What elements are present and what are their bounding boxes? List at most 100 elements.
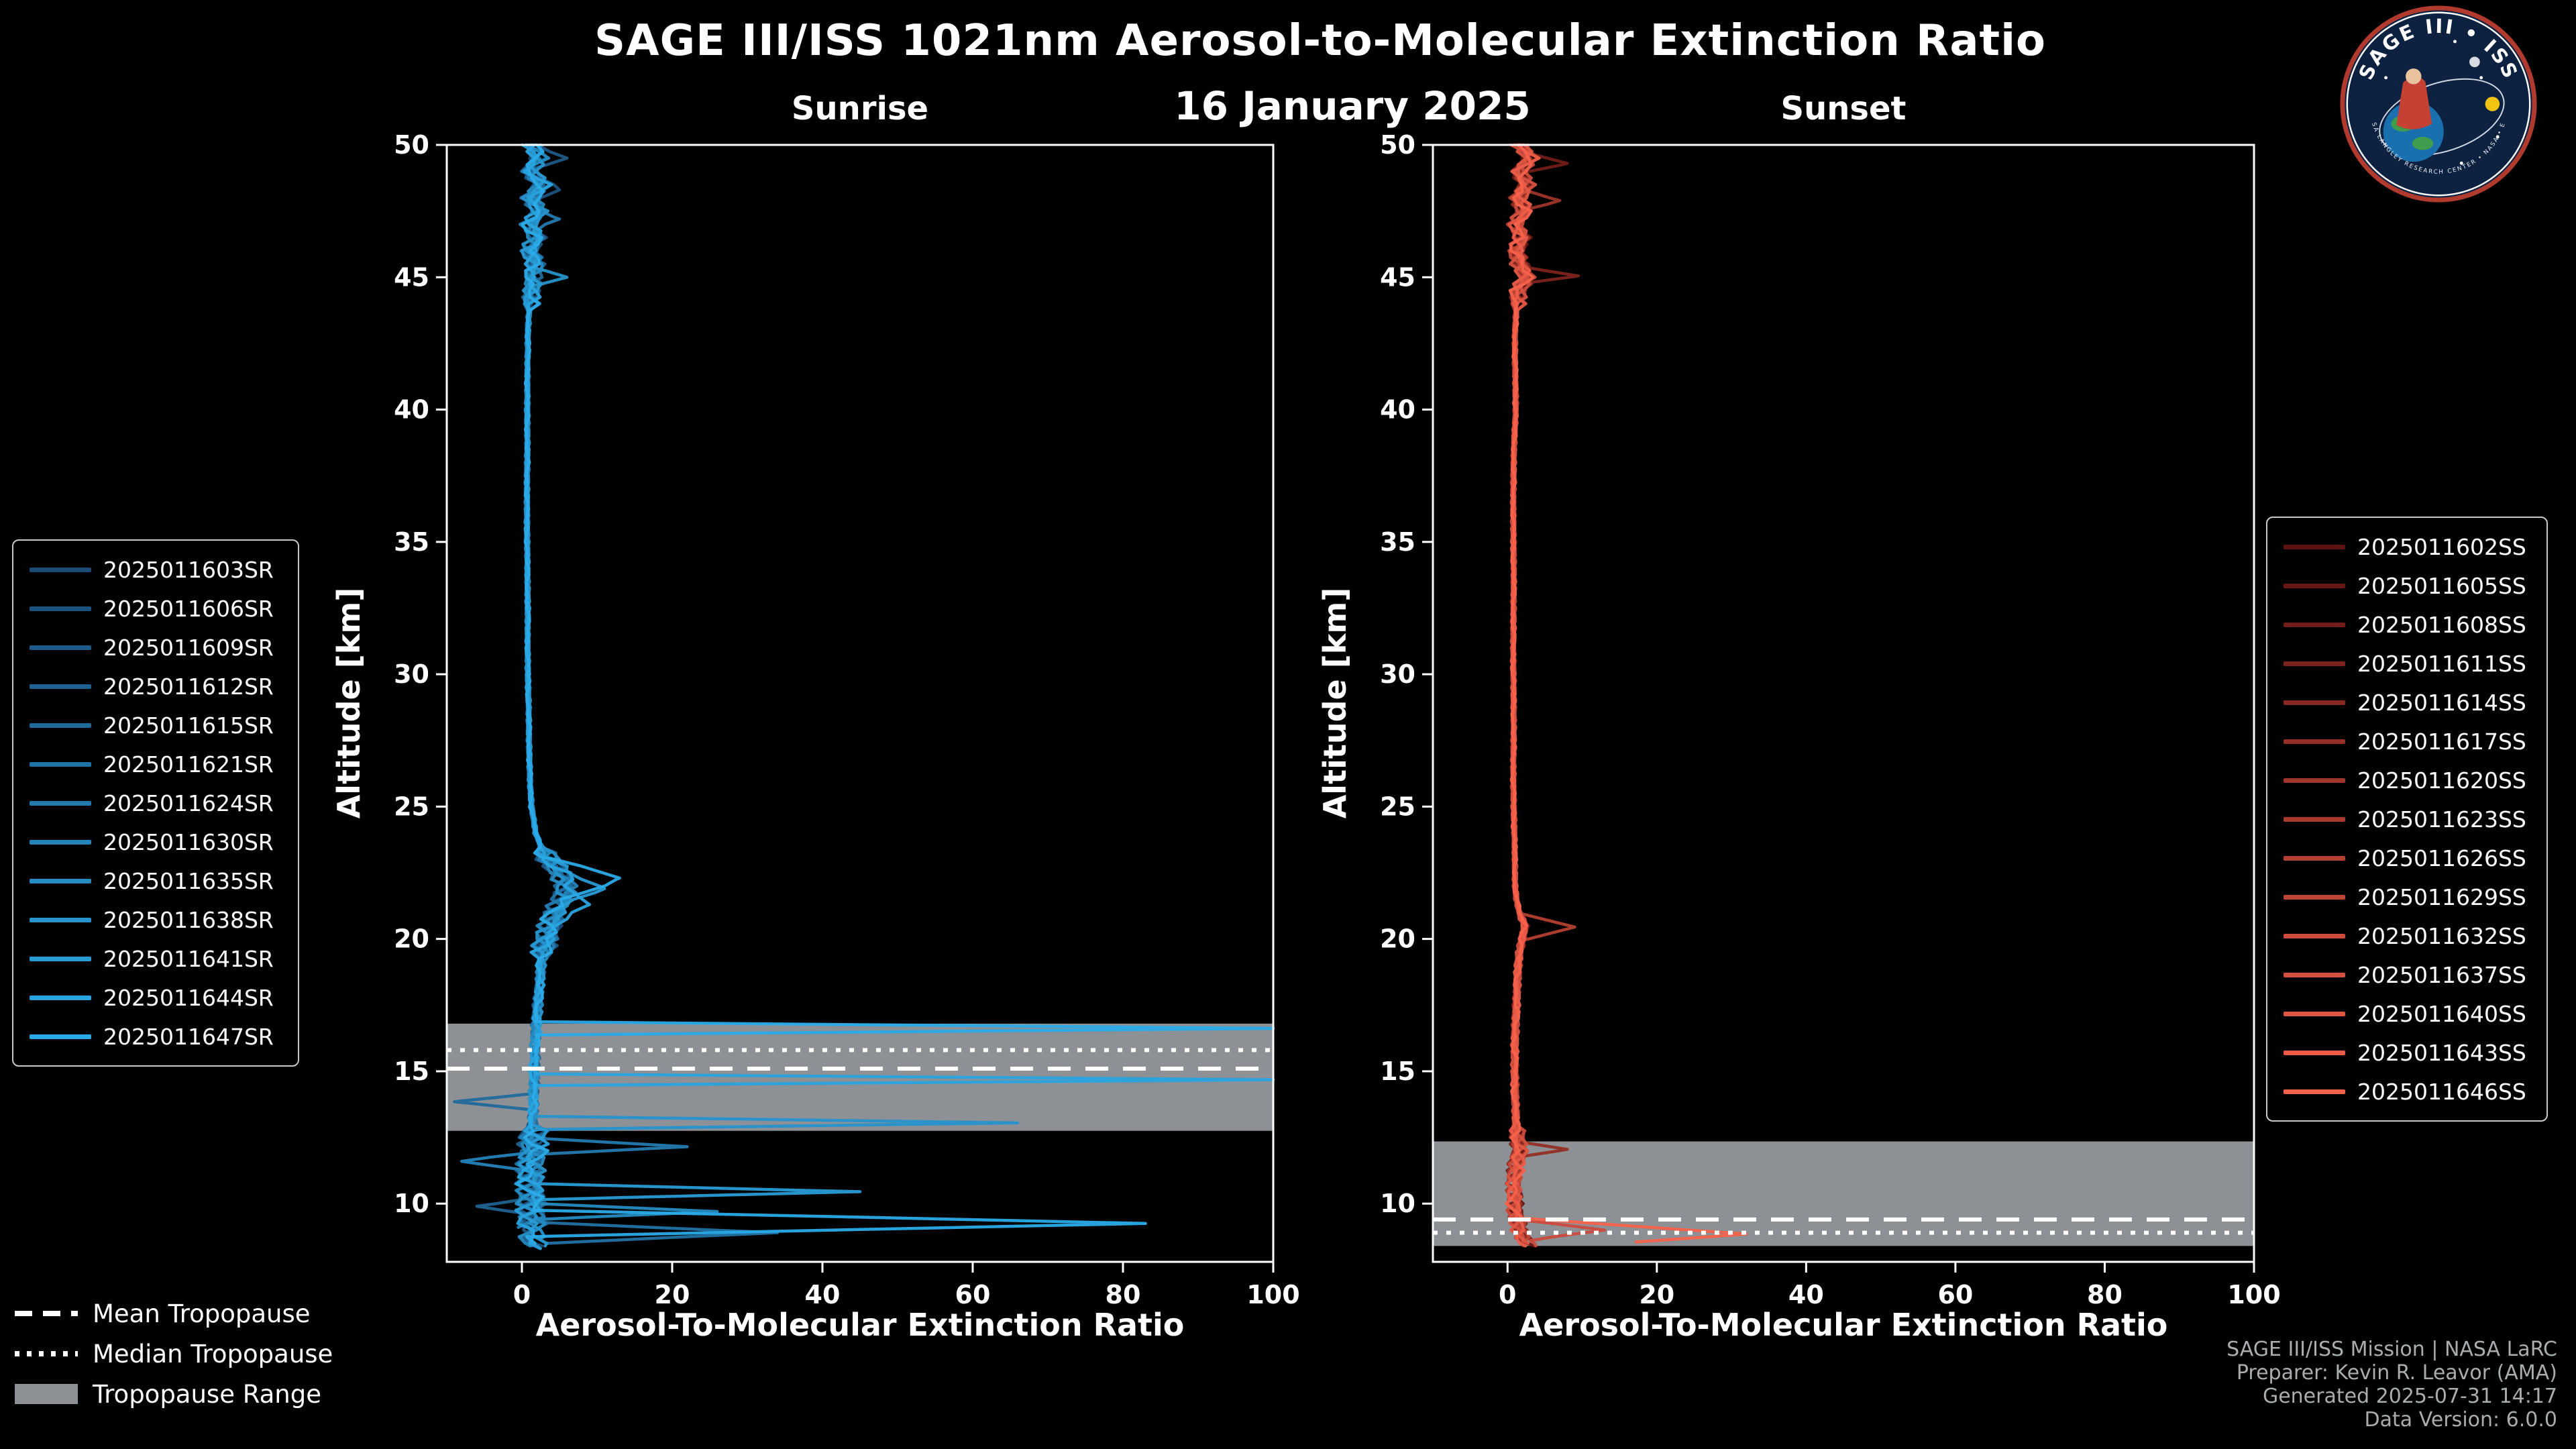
y-tick-label: 15 xyxy=(394,1057,429,1086)
profile-line xyxy=(1505,143,1748,1244)
sunrise-x-axis-label: Aerosol-To-Molecular Extinction Ratio xyxy=(535,1307,1185,1343)
y-tick-label: 30 xyxy=(1380,659,1415,689)
legend-item: 2025011605SS xyxy=(2274,566,2540,605)
legend-line-swatch xyxy=(30,722,91,728)
legend-line-swatch xyxy=(2284,622,2345,627)
legend-line-swatch xyxy=(2284,816,2345,822)
legend-line-swatch xyxy=(2284,739,2345,744)
legend-item-label: 2025011630SR xyxy=(103,828,274,855)
legend-item-label: 2025011637SS xyxy=(2357,961,2526,988)
x-tick-label: 80 xyxy=(1106,1280,1141,1309)
x-tick-label: 60 xyxy=(955,1280,991,1309)
mean-tropopause-label: Mean Tropopause xyxy=(93,1299,311,1328)
plot-frame xyxy=(445,144,1275,1263)
legend-line-swatch xyxy=(30,839,91,845)
sunrise-event-legend: 2025011603SR 2025011606SR 2025011609SR 2025… xyxy=(12,539,299,1067)
y-tick-label: 25 xyxy=(1380,792,1415,821)
legend-item-label: 2025011643SS xyxy=(2357,1039,2526,1066)
legend-item: 2025011638SR xyxy=(20,900,291,939)
generated-timestamp: Generated 2025-07-31 14:17 xyxy=(2262,1385,2557,1408)
legend-item-label: 2025011641SR xyxy=(103,945,274,972)
y-tick-label: 50 xyxy=(394,130,429,160)
legend-item-label: 2025011644SR xyxy=(103,984,274,1011)
legend-item-label: 2025011620SS xyxy=(2357,767,2526,794)
legend-line-swatch xyxy=(30,606,91,611)
sun-icon xyxy=(2485,97,2500,111)
legend-item-label: 2025011621SR xyxy=(103,751,274,777)
legend-line-swatch xyxy=(30,878,91,883)
y-tick-label: 10 xyxy=(1380,1189,1415,1218)
sunset-x-axis-label: Aerosol-To-Molecular Extinction Ratio xyxy=(1519,1307,2168,1343)
y-tick-label: 20 xyxy=(1380,924,1415,954)
plot-frame xyxy=(1432,144,2255,1263)
legend-item: 2025011629SS xyxy=(2274,877,2540,916)
legend-item: 2025011612SR xyxy=(20,667,291,706)
y-tick-label: 50 xyxy=(1380,130,1415,160)
legend-item: 2025011602SS xyxy=(2274,527,2540,566)
legend-item: 2025011644SR xyxy=(20,978,291,1017)
legend-line-swatch xyxy=(2284,933,2345,938)
moon-icon xyxy=(2469,56,2480,68)
legend-line-swatch xyxy=(2284,777,2345,783)
y-tick-label: 45 xyxy=(1380,262,1415,292)
legend-item-label: 2025011647SR xyxy=(103,1023,274,1050)
legend-item-label: 2025011611SS xyxy=(2357,650,2526,677)
profile-line xyxy=(1505,143,1607,1248)
legend-item: 2025011646SS xyxy=(2274,1072,2540,1111)
profile-line xyxy=(515,143,1275,1245)
legend-item: 2025011608SS xyxy=(2274,605,2540,644)
legend-item-label: 2025011609SR xyxy=(103,634,274,661)
sunrise-panel-title: Sunrise xyxy=(791,90,929,127)
y-tick-label: 30 xyxy=(394,659,429,689)
x-tick-label: 80 xyxy=(2087,1280,2123,1309)
legend-item: 2025011624SR xyxy=(20,784,291,822)
legend-line-swatch xyxy=(2284,1089,2345,1094)
legend-line-swatch xyxy=(2284,972,2345,977)
legend-line-swatch xyxy=(2284,544,2345,549)
legend-item: 2025011614SS xyxy=(2274,683,2540,722)
legend-line-swatch xyxy=(30,956,91,961)
mission-credit: SAGE III/ISS Mission | NASA LaRC xyxy=(2226,1338,2557,1361)
legend-line-swatch xyxy=(2284,583,2345,588)
page-title: SAGE III/ISS 1021nm Aerosol-to-Molecular… xyxy=(594,16,2046,66)
dotted-line-icon xyxy=(15,1351,78,1356)
mean-tropopause-legend-item: Mean Tropopause xyxy=(15,1293,333,1334)
legend-item-label: 2025011635SR xyxy=(103,867,274,894)
legend-item: 2025011647SR xyxy=(20,1017,291,1056)
legend-item-label: 2025011605SS xyxy=(2357,572,2526,599)
legend-item-label: 2025011629SS xyxy=(2357,883,2526,910)
legend-item-label: 2025011608SS xyxy=(2357,611,2526,638)
legend-item-label: 2025011624SR xyxy=(103,790,274,816)
legend-item-label: 2025011615SR xyxy=(103,712,274,739)
date-subtitle: 16 January 2025 xyxy=(1174,83,1531,129)
legend-item: 2025011611SS xyxy=(2274,644,2540,683)
legend-line-swatch xyxy=(2284,1011,2345,1016)
legend-item: 2025011623SS xyxy=(2274,800,2540,839)
tropopause-range-band xyxy=(1433,1141,2254,1246)
median-tropopause-label: Median Tropopause xyxy=(93,1339,333,1368)
sage-figure-icon xyxy=(2396,76,2432,129)
legend-line-swatch xyxy=(30,645,91,650)
x-tick-label: 60 xyxy=(1937,1280,1973,1309)
legend-item-label: 2025011626SS xyxy=(2357,845,2526,871)
legend-line-swatch xyxy=(30,917,91,922)
legend-line-swatch xyxy=(30,800,91,806)
legend-item: 2025011640SS xyxy=(2274,994,2540,1033)
legend-item-label: 2025011640SS xyxy=(2357,1000,2526,1027)
legend-item: 2025011632SS xyxy=(2274,916,2540,955)
legend-item: 2025011606SR xyxy=(20,589,291,628)
y-tick-label: 40 xyxy=(394,395,429,425)
x-tick-label: 100 xyxy=(2227,1280,2280,1309)
legend-item: 2025011615SR xyxy=(20,706,291,745)
legend-item-label: 2025011638SR xyxy=(103,906,274,933)
legend-item-label: 2025011646SS xyxy=(2357,1078,2526,1105)
legend-line-swatch xyxy=(2284,855,2345,861)
legend-item-label: 2025011632SS xyxy=(2357,922,2526,949)
legend-item: 2025011621SR xyxy=(20,745,291,784)
tropopause-range-legend-item: Tropopause Range xyxy=(15,1374,333,1414)
x-tick-label: 20 xyxy=(1639,1280,1674,1309)
legend-line-swatch xyxy=(2284,700,2345,705)
legend-item: 2025011609SR xyxy=(20,628,291,667)
y-tick-label: 15 xyxy=(1380,1057,1415,1086)
